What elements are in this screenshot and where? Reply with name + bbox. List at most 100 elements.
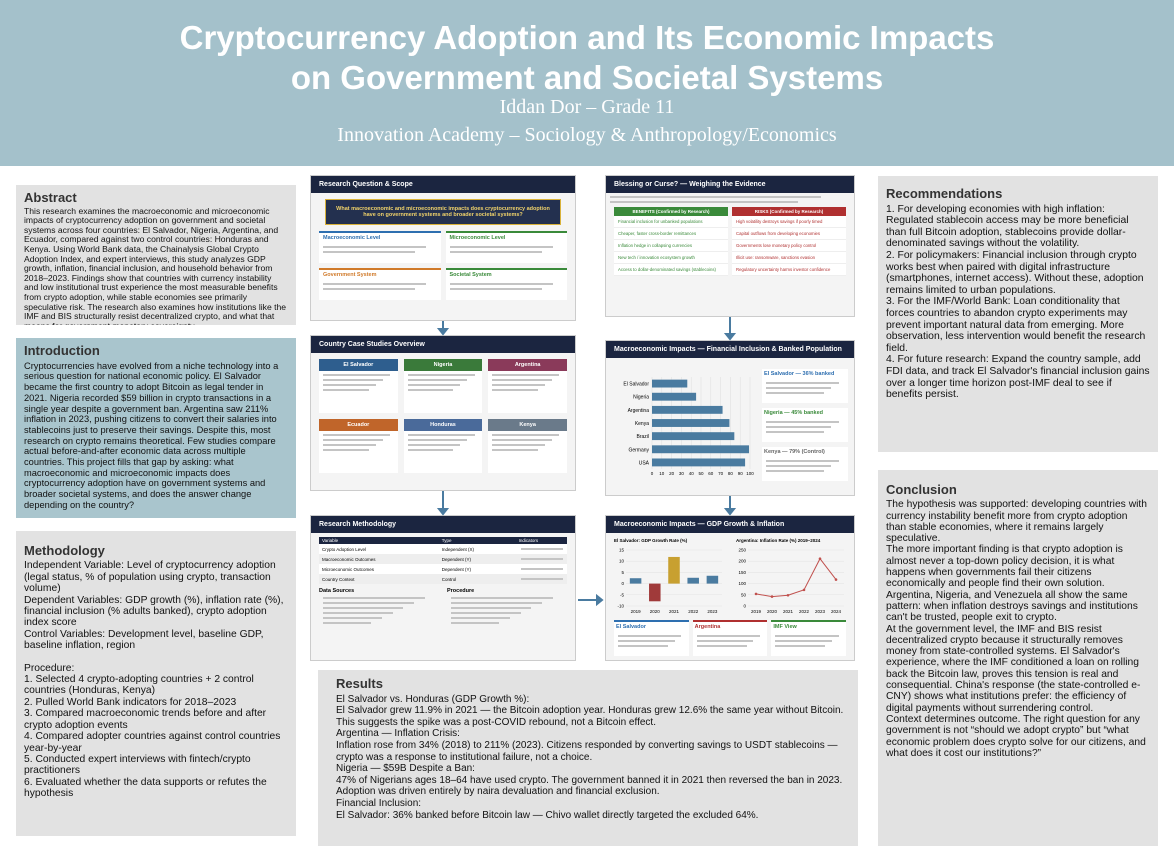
- table-cell: Country Context: [322, 576, 355, 582]
- placeholder-line: [407, 384, 461, 386]
- card: El Salvador: [614, 620, 689, 656]
- country-name: Nigeria: [403, 359, 483, 371]
- x-tick-label: 80: [728, 471, 734, 476]
- card: Argentina: [692, 620, 768, 656]
- paragraph: 3. For the IMF/World Bank: Loan conditio…: [886, 296, 1146, 354]
- methodology: Methodology Independent Variable: Level o…: [16, 531, 296, 836]
- bar: [668, 556, 680, 584]
- placeholder-line: [492, 439, 553, 441]
- scope-cell: Macroeconomic Level: [319, 231, 441, 263]
- panel-title: Research Methodology: [311, 516, 575, 533]
- evidence-col: RISKS (Confirmed by Research) High volati…: [732, 207, 846, 276]
- bar: [629, 578, 642, 584]
- placeholder-line: [766, 392, 824, 394]
- evidence-item: Financial inclusion for unbanked populat…: [614, 216, 728, 228]
- scope-cell: Government System: [319, 268, 441, 300]
- header-cell: Type: [441, 538, 452, 543]
- placeholder-line: [407, 444, 461, 446]
- section-heading: Recommendations: [886, 186, 1003, 201]
- placeholder-line: [696, 635, 761, 637]
- x-tick-label: 2024: [831, 609, 842, 614]
- chart-title: Argentina: Inflation Rate (%) 2019–2024: [736, 538, 821, 543]
- column-heading: RISKS (Confirmed by Research): [732, 207, 846, 216]
- x-tick-label: 2022: [799, 609, 810, 614]
- country-name: Argentina: [488, 359, 567, 371]
- placeholder-line: [766, 387, 832, 389]
- paragraph: The more important finding is that crypt…: [886, 544, 1138, 624]
- evidence-item: Regulatory uncertainty harms investor co…: [732, 264, 846, 276]
- point: [754, 592, 758, 596]
- bar: [706, 575, 719, 584]
- mini-chart: 0 50 100 150 200 250 2019 2020 2021 2022 2023 2024: [738, 548, 844, 614]
- paragraph: Argentina — Inflation Crisis:: [336, 728, 460, 740]
- methods-bottom: Data Sources Procedure: [319, 588, 567, 627]
- panel-title: Macroeconomic Impacts — GDP Growth & Inf…: [606, 516, 854, 533]
- point: [770, 595, 774, 598]
- placeholder-line: [323, 602, 415, 604]
- placeholder-line: [696, 645, 747, 647]
- paragraph: The hypothesis was supported: developing…: [886, 499, 1148, 545]
- y-tick-label: 5: [621, 570, 624, 575]
- recommendations: Recommendations 1. For developing economi…: [878, 176, 1158, 452]
- section-heading: Abstract: [24, 190, 77, 205]
- question: What macroeconomic and microeconomic imp…: [325, 199, 561, 225]
- note-title: Nigeria — 45% banked: [764, 410, 823, 416]
- placeholder-line: [451, 612, 521, 614]
- cell-title: Microeconomic Level: [449, 235, 506, 241]
- paragraph: 2. Pulled World Bank indicators for 2018…: [24, 696, 237, 708]
- panel-title: Macroeconomic Impacts — Financial Inclus…: [606, 341, 854, 358]
- evidence-item: Inflation hedge in collapsing currencies: [614, 240, 728, 252]
- placeholder-line: [775, 640, 833, 642]
- paragraph: El Salvador vs. Honduras (GDP Growth %):: [336, 693, 530, 705]
- subheading: Data Sources: [319, 588, 355, 594]
- x-tick-label: 90: [738, 471, 744, 476]
- cell-grid: Macroeconomic Level Microeconomic Level Go…: [319, 231, 567, 300]
- placeholder-line: [451, 597, 553, 599]
- x-tick-label: 30: [679, 471, 685, 476]
- placeholder-line: [492, 449, 538, 451]
- author: Iddan Dor – Grade 11: [499, 96, 675, 118]
- x-tick-label: 2023: [815, 609, 826, 614]
- method-table: Variable Type Indicators Crypto Adoption Le…: [319, 537, 567, 584]
- table-cell: Dependent (Y): [441, 556, 471, 562]
- placeholder-line: [492, 374, 560, 376]
- paragraph: 2. For policymakers: Financial inclusion…: [886, 249, 1144, 296]
- column-heading: BENEFITS (Confirmed by Research): [614, 207, 728, 216]
- country-name: El Salvador: [319, 359, 398, 371]
- section-heading: Methodology: [24, 543, 105, 558]
- country-card: Argentina: [488, 359, 567, 413]
- country-name: Honduras: [403, 419, 483, 431]
- point: [802, 588, 806, 592]
- y-tick-label: Brazil: [636, 434, 649, 440]
- placeholder-line: [610, 196, 821, 198]
- placeholder-line: [323, 384, 376, 386]
- mini-chart: -10 -5 0 5 10 15 2019 2020 2021 2022 2023: [617, 548, 722, 614]
- y-tick-label: 0: [621, 581, 624, 586]
- y-tick-label: Argentina: [628, 408, 650, 414]
- x-tick-label: 10: [659, 471, 665, 476]
- placeholder-line: [323, 434, 390, 436]
- placeholder-line: [618, 645, 669, 647]
- placeholder-line: [766, 460, 840, 462]
- paragraph: 4. For future research: Expand the count…: [886, 354, 1150, 401]
- x-tick-label: 2020: [767, 609, 778, 614]
- placeholder-line: [407, 389, 454, 391]
- table-cell: Macroeconomic Outcomes: [322, 556, 376, 562]
- bar: [652, 405, 723, 414]
- placeholder-line: [407, 379, 468, 381]
- country-name: Ecuador: [319, 419, 398, 431]
- line: [755, 557, 837, 598]
- point: [786, 593, 790, 597]
- x-tick-label: 2022: [688, 609, 699, 614]
- introduction: Introduction Cryptocurrencies have evolve…: [16, 338, 296, 518]
- header-cell: Variable: [322, 538, 339, 543]
- bar: [652, 419, 730, 427]
- placeholder-line: [520, 548, 563, 550]
- placeholder-line: [492, 384, 546, 386]
- y-tick-label: 15: [619, 548, 625, 553]
- placeholder-line: [520, 568, 563, 570]
- placeholder-line: [449, 251, 542, 253]
- evidence-item: Capital outflows from developing economi…: [732, 228, 846, 240]
- x-tick-label: 2020: [650, 609, 661, 614]
- placeholder-line: [451, 602, 543, 604]
